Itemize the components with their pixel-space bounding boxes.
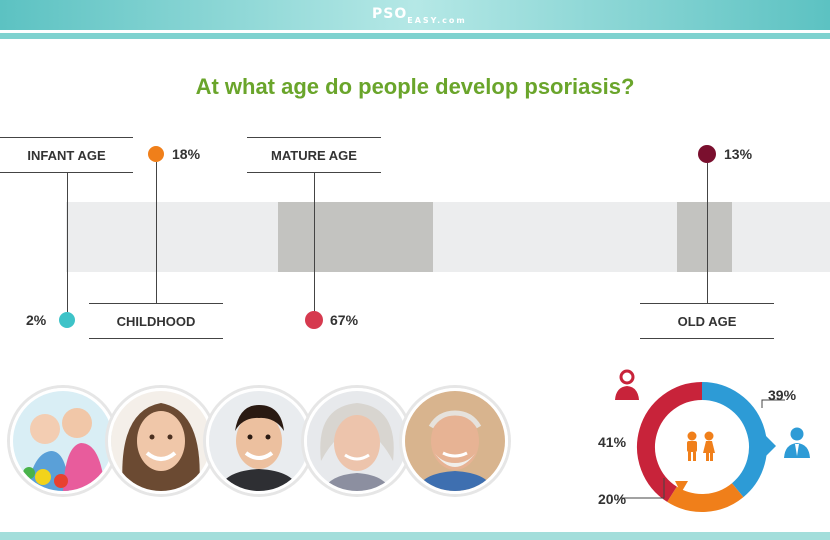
male-callout-line bbox=[761, 399, 785, 408]
donut-arrow-right bbox=[766, 436, 776, 456]
young-woman-photo-image bbox=[111, 391, 211, 491]
old-age-label: OLD AGE bbox=[677, 314, 737, 329]
male-value-label: 39% bbox=[768, 387, 797, 403]
female-value-label: 41% bbox=[598, 434, 627, 450]
old-age-band bbox=[677, 202, 732, 272]
logo: PSOEASY.com bbox=[372, 6, 467, 25]
mature-top-rule bbox=[247, 137, 381, 138]
old-age-bottom-rule bbox=[640, 338, 774, 339]
male-person-icon bbox=[784, 427, 810, 458]
elderly-woman-photo-image bbox=[307, 391, 407, 491]
infant-age-label: INFANT AGE bbox=[27, 148, 106, 163]
logo-main: PSO bbox=[372, 6, 408, 22]
infant-bottom-rule bbox=[0, 172, 133, 173]
mature-value-label: 67% bbox=[330, 312, 359, 328]
elderly-man-photo bbox=[402, 388, 508, 494]
elderly-woman-photo bbox=[304, 388, 410, 494]
young-woman-photo bbox=[108, 388, 214, 494]
donut-segments bbox=[637, 382, 767, 512]
donut-segment-children bbox=[667, 482, 744, 512]
donut-arrow-bottom bbox=[675, 481, 688, 493]
gender-donut-chart: 39% 41% 20% bbox=[598, 369, 810, 512]
children-callout-line bbox=[620, 478, 665, 499]
young-man-photo bbox=[206, 388, 312, 494]
old-age-top-rule bbox=[640, 303, 774, 304]
young-man-photo-image bbox=[209, 391, 309, 491]
infant-top-rule bbox=[0, 137, 133, 138]
infant-connector bbox=[67, 172, 68, 312]
childhood-bottom-rule bbox=[89, 338, 223, 339]
old-age-value-label: 13% bbox=[724, 146, 753, 162]
childhood-label: CHILDHOOD bbox=[116, 314, 196, 329]
childhood-dot bbox=[148, 146, 164, 162]
mature-age-band bbox=[278, 202, 433, 272]
old-age-dot bbox=[698, 145, 716, 163]
female-person-icon bbox=[615, 369, 639, 400]
header-band bbox=[0, 0, 830, 30]
children-icon bbox=[687, 431, 715, 461]
donut-segment-female bbox=[637, 382, 703, 502]
infant-dot bbox=[59, 312, 75, 328]
header-divider bbox=[0, 33, 830, 39]
old-age-connector bbox=[707, 163, 708, 303]
page-title: At what age do people develop psoriasis? bbox=[195, 74, 635, 99]
children-value-label: 20% bbox=[598, 491, 627, 507]
childhood-top-rule bbox=[89, 303, 223, 304]
elderly-man-photo-image bbox=[405, 391, 505, 491]
mature-connector bbox=[314, 172, 315, 312]
mature-age-label: MATURE AGE bbox=[271, 148, 357, 163]
childhood-value-label: 18% bbox=[172, 146, 201, 162]
mature-dot bbox=[305, 311, 323, 329]
donut-segment-male bbox=[701, 382, 767, 498]
childhood-connector bbox=[156, 162, 157, 303]
logo-sub: EASY.com bbox=[407, 16, 467, 25]
footer-divider bbox=[0, 532, 830, 540]
infant-value-label: 2% bbox=[26, 312, 47, 328]
infant-photo bbox=[10, 388, 116, 494]
infant-photo-image bbox=[13, 391, 113, 491]
